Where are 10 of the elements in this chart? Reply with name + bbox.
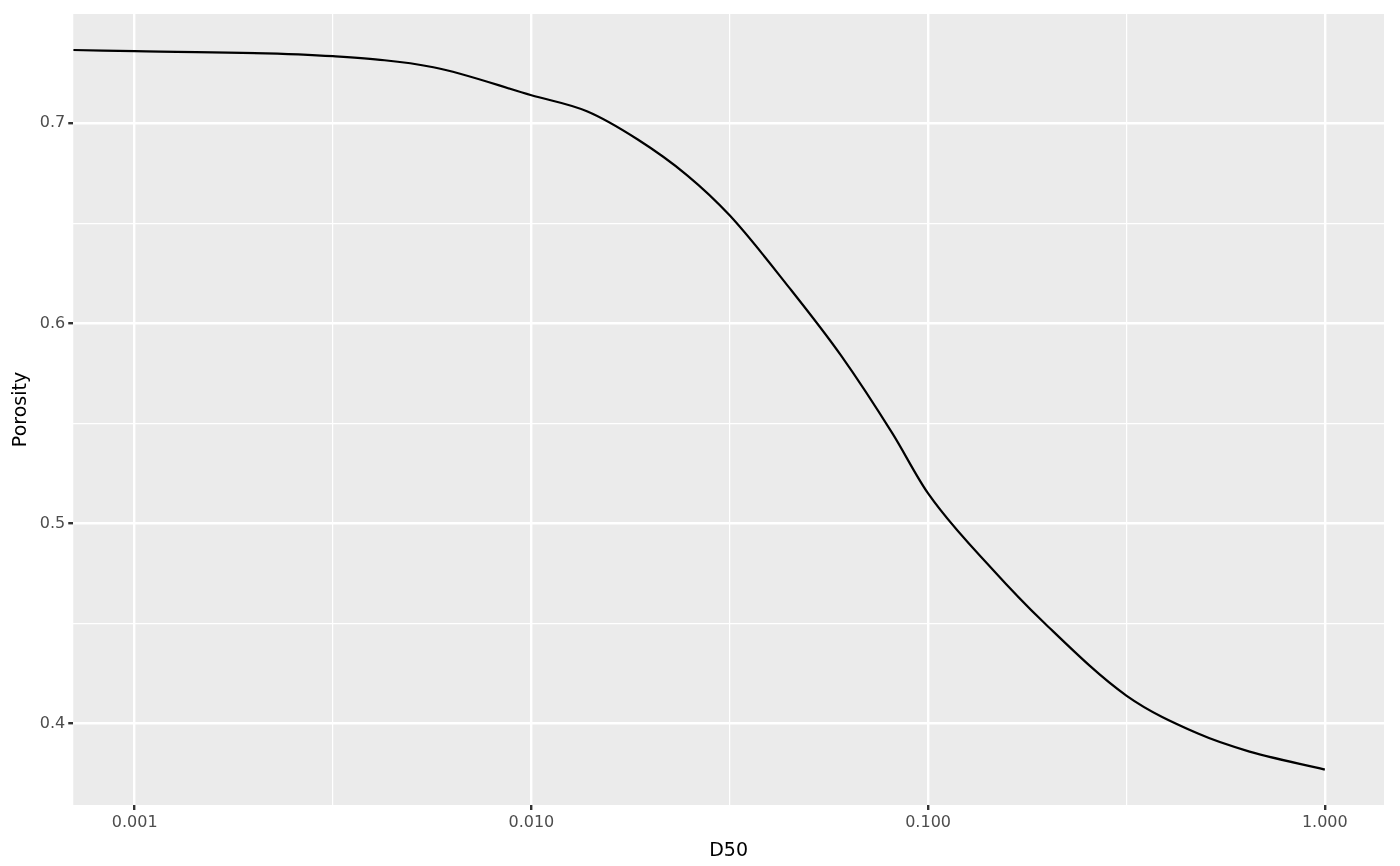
y-axis-title: Porosity xyxy=(8,371,31,448)
x-tick-label: 0.100 xyxy=(905,811,952,831)
y-tick-label: 0.5 xyxy=(39,512,66,532)
x-axis-title: D50 xyxy=(709,837,749,860)
y-tick-label: 0.7 xyxy=(39,112,66,132)
y-tick-label: 0.4 xyxy=(39,712,66,732)
y-tick-label: 0.6 xyxy=(39,312,66,332)
x-tick-label: 0.001 xyxy=(111,811,158,831)
x-tick-label: 1.000 xyxy=(1301,811,1348,831)
x-tick-label: 0.010 xyxy=(508,811,555,831)
